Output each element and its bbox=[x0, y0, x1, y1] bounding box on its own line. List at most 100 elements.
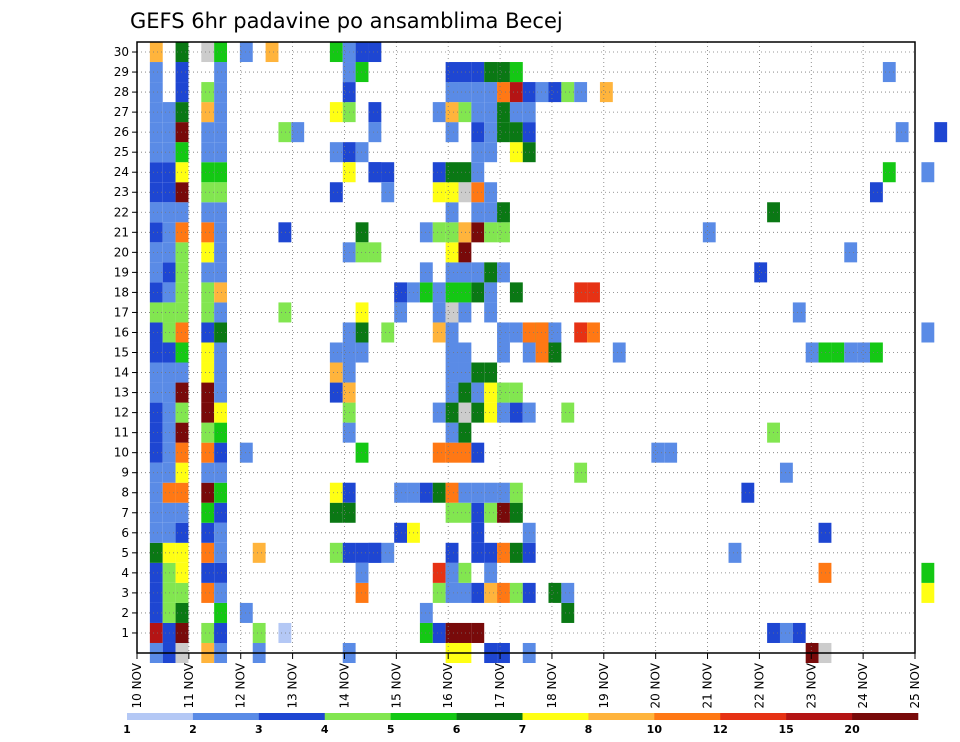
heatmap-cell bbox=[149, 322, 163, 343]
colorbar-label: 8 bbox=[585, 723, 593, 736]
heatmap-cell bbox=[329, 382, 343, 403]
heatmap-cell bbox=[484, 542, 498, 563]
y-tick-label: 30 bbox=[114, 45, 129, 59]
heatmap-cell bbox=[214, 162, 228, 183]
heatmap-cell bbox=[509, 322, 523, 343]
heatmap-cell bbox=[149, 382, 163, 403]
heatmap-cell bbox=[458, 622, 472, 643]
grid-lines bbox=[137, 42, 915, 653]
x-tick-label: 24 NOV bbox=[856, 662, 870, 708]
heatmap-cell bbox=[484, 222, 498, 243]
heatmap-cell bbox=[149, 62, 163, 83]
heatmap-cell bbox=[599, 82, 613, 103]
heatmap-cell bbox=[149, 342, 163, 363]
heatmap-cell bbox=[484, 502, 498, 523]
heatmap-cell bbox=[458, 162, 472, 183]
heatmap-cell bbox=[368, 122, 382, 143]
heatmap-cell bbox=[664, 442, 678, 463]
colorbar-swatch bbox=[654, 713, 721, 720]
heatmap-cell bbox=[484, 142, 498, 163]
heatmap-cell bbox=[445, 242, 459, 263]
heatmap-cell bbox=[214, 242, 228, 263]
x-tick-label: 25 NOV bbox=[908, 662, 922, 708]
heatmap-cell bbox=[792, 622, 806, 643]
heatmap-cell bbox=[458, 482, 472, 503]
heatmap-cell bbox=[419, 602, 433, 623]
heatmap-cell bbox=[175, 262, 189, 283]
heatmap-cell bbox=[214, 582, 228, 603]
heatmap-cell bbox=[201, 382, 215, 403]
heatmap-cell bbox=[368, 42, 382, 63]
heatmap-cell bbox=[432, 322, 446, 343]
heatmap-cell bbox=[214, 262, 228, 283]
heatmap-cell bbox=[201, 282, 215, 303]
heatmap-cell bbox=[818, 522, 832, 543]
colorbar-label: 3 bbox=[255, 723, 263, 736]
heatmap-cell bbox=[561, 582, 575, 603]
heatmap-cell bbox=[175, 62, 189, 83]
heatmap-cell bbox=[445, 222, 459, 243]
x-tick-label: 22 NOV bbox=[752, 662, 766, 708]
heatmap-cell bbox=[329, 542, 343, 563]
heatmap-cell bbox=[432, 222, 446, 243]
heatmap-cell bbox=[779, 622, 793, 643]
heatmap-cell bbox=[214, 342, 228, 363]
heatmap-cell bbox=[175, 482, 189, 503]
colorbar-swatch bbox=[852, 713, 919, 720]
heatmap-cell bbox=[509, 62, 523, 83]
heatmap-cell bbox=[149, 142, 163, 163]
heatmap-cell bbox=[149, 622, 163, 643]
heatmap-cell bbox=[509, 502, 523, 523]
colorbar-label: 4 bbox=[321, 723, 329, 736]
heatmap-cell bbox=[458, 242, 472, 263]
heatmap-cell bbox=[921, 562, 935, 583]
heatmap-cell bbox=[497, 402, 510, 423]
heatmap-cell bbox=[368, 162, 382, 183]
heatmap-cell bbox=[458, 182, 472, 203]
heatmap-cell bbox=[214, 482, 228, 503]
y-tick-label: 29 bbox=[114, 65, 129, 79]
heatmap-cell bbox=[574, 462, 588, 483]
heatmap-cell bbox=[201, 262, 215, 283]
heatmap-cell bbox=[445, 442, 459, 463]
heatmap-cell bbox=[149, 82, 163, 103]
heatmap-cell bbox=[149, 202, 163, 223]
y-tick-label: 23 bbox=[114, 185, 129, 199]
heatmap-cell bbox=[175, 122, 189, 143]
heatmap-cell bbox=[497, 82, 510, 103]
heatmap-cell bbox=[432, 442, 446, 463]
heatmap-cell bbox=[149, 482, 163, 503]
heatmap-cell bbox=[432, 582, 446, 603]
heatmap-cell bbox=[214, 622, 228, 643]
x-tick-label: 13 NOV bbox=[286, 662, 300, 708]
heatmap-cell bbox=[201, 422, 215, 443]
heatmap-cell bbox=[214, 122, 228, 143]
heatmap-cell bbox=[175, 42, 189, 63]
colorbar-swatch bbox=[720, 713, 787, 720]
heatmap-cell bbox=[149, 562, 163, 583]
heatmap-cell bbox=[484, 82, 498, 103]
heatmap-cell bbox=[355, 442, 369, 463]
heatmap-cell bbox=[201, 222, 215, 243]
heatmap-cell bbox=[201, 522, 215, 543]
heatmap-cell bbox=[355, 562, 369, 583]
heatmap-cell bbox=[419, 222, 433, 243]
heatmap-cell bbox=[201, 342, 215, 363]
heatmap-cell bbox=[548, 82, 562, 103]
heatmap-cell bbox=[252, 622, 266, 643]
colorbar-label: 15 bbox=[779, 723, 794, 736]
y-tick-label: 5 bbox=[121, 546, 129, 560]
heatmap-cell bbox=[201, 502, 215, 523]
colorbar-swatch bbox=[324, 713, 391, 720]
heatmap-cell bbox=[445, 282, 459, 303]
y-tick-label: 1 bbox=[121, 626, 129, 640]
y-tick-label: 26 bbox=[114, 125, 129, 139]
heatmap-cell bbox=[741, 482, 755, 503]
heatmap-cell bbox=[458, 222, 472, 243]
heatmap-cell bbox=[844, 242, 858, 263]
x-tick-label: 12 NOV bbox=[234, 662, 248, 708]
heatmap-cell bbox=[445, 302, 459, 323]
y-tick-label: 20 bbox=[114, 245, 129, 259]
heatmap-cell bbox=[201, 182, 215, 203]
heatmap-cell bbox=[355, 542, 369, 563]
